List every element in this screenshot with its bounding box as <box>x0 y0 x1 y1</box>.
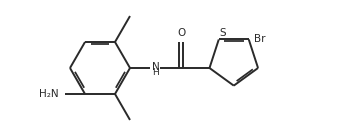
Text: O: O <box>177 28 185 38</box>
Text: H₂N: H₂N <box>39 89 59 99</box>
Text: Br: Br <box>254 34 266 44</box>
Text: N: N <box>151 62 159 72</box>
Text: S: S <box>220 28 226 38</box>
Text: H: H <box>152 68 159 77</box>
